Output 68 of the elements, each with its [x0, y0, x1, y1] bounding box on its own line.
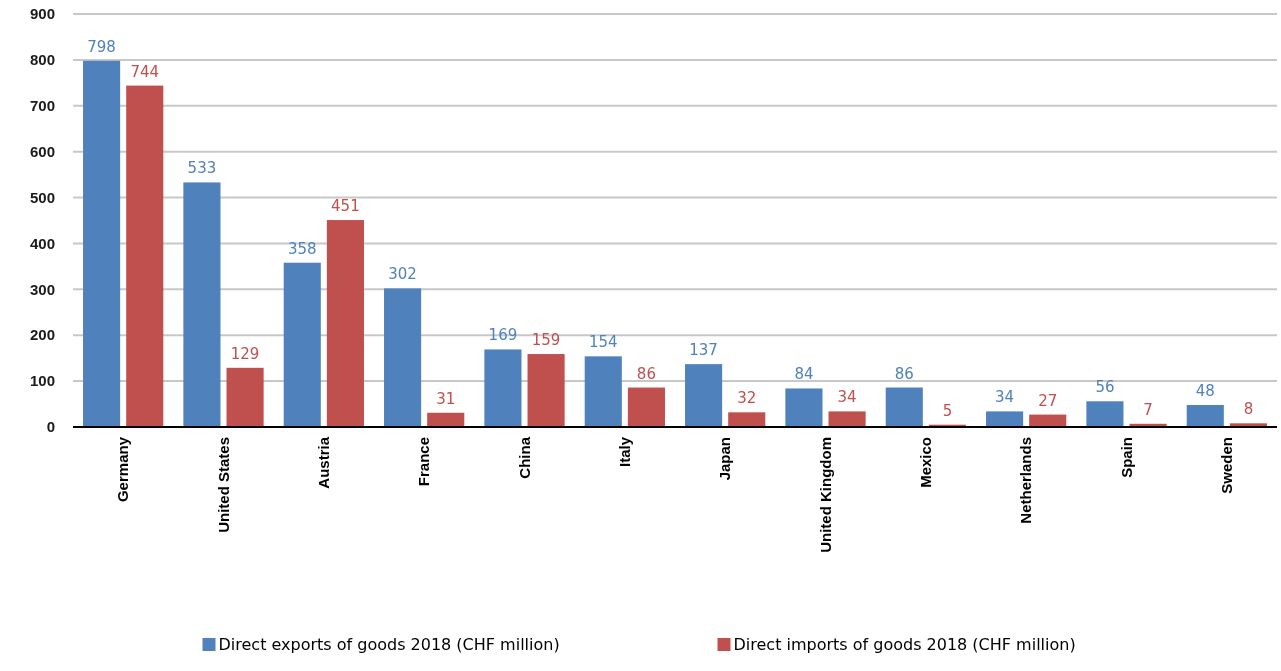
y-tick-label: 100 [29, 372, 55, 390]
y-tick-label: 200 [29, 326, 55, 344]
data-label: 451 [331, 197, 360, 216]
y-tick-label: 600 [29, 142, 55, 160]
bar [484, 349, 522, 427]
bar [1186, 404, 1224, 427]
bar [828, 411, 866, 427]
x-tick-label: Sweden [1217, 437, 1235, 494]
x-tick-label: United States [214, 437, 232, 533]
y-tick-label: 700 [29, 97, 55, 115]
y-tick-label: 800 [29, 51, 55, 69]
bar [785, 388, 823, 427]
legend-label: Direct imports of goods 2018 (CHF million) [733, 635, 1076, 654]
bar [283, 262, 321, 427]
bar [326, 220, 364, 427]
bar [685, 364, 723, 427]
data-label: 34 [995, 388, 1015, 407]
data-label: 86 [636, 364, 656, 383]
y-tick-label: 0 [46, 418, 55, 436]
x-tick-label: Spain [1117, 437, 1135, 478]
data-label: 86 [894, 364, 914, 383]
legend-label: Direct exports of goods 2018 (CHF million) [218, 635, 560, 654]
data-label: 129 [230, 344, 260, 363]
data-label: 744 [130, 62, 160, 81]
y-tick-label: 300 [29, 280, 55, 298]
y-tick-label: 500 [29, 188, 55, 206]
bar [226, 367, 264, 427]
bar [527, 354, 565, 427]
x-tick-label: Germany [114, 436, 132, 503]
bar [584, 356, 622, 427]
bar [627, 387, 665, 427]
x-tick-label: Netherlands [1017, 437, 1035, 524]
data-label: 27 [1038, 391, 1058, 410]
data-label: 8 [1243, 400, 1254, 419]
bar [427, 412, 465, 427]
bar [83, 60, 121, 427]
bar [885, 387, 923, 427]
bar [126, 85, 164, 427]
x-tick-label: Mexico [916, 437, 934, 488]
data-label: 84 [794, 365, 814, 384]
data-label: 31 [436, 389, 456, 408]
bar [183, 182, 221, 427]
x-tick-label: France [415, 437, 433, 487]
data-label: 154 [588, 333, 618, 352]
y-tick-label: 400 [29, 234, 55, 252]
data-label: 7 [1143, 400, 1153, 419]
x-tick-label: United Kingdom [816, 437, 834, 553]
data-label: 798 [87, 37, 116, 56]
bar [986, 411, 1024, 427]
data-label: 159 [531, 331, 561, 350]
data-label: 56 [1095, 378, 1115, 397]
data-label: 169 [488, 326, 518, 345]
data-label: 48 [1195, 381, 1215, 400]
bar [384, 288, 422, 427]
data-label: 32 [737, 389, 757, 408]
y-tick-label: 900 [29, 5, 55, 23]
bar [728, 412, 766, 427]
data-label: 358 [287, 239, 317, 258]
data-label: 34 [837, 388, 857, 407]
x-tick-label: China [515, 436, 533, 479]
bar [1086, 401, 1124, 427]
data-label: 137 [689, 341, 718, 360]
data-label: 302 [388, 265, 417, 284]
x-tick-label: Japan [716, 437, 734, 481]
x-tick-label: Italy [615, 436, 633, 468]
x-tick-label: Austria [314, 436, 332, 489]
data-label: 533 [187, 159, 217, 178]
data-label: 5 [942, 401, 953, 420]
